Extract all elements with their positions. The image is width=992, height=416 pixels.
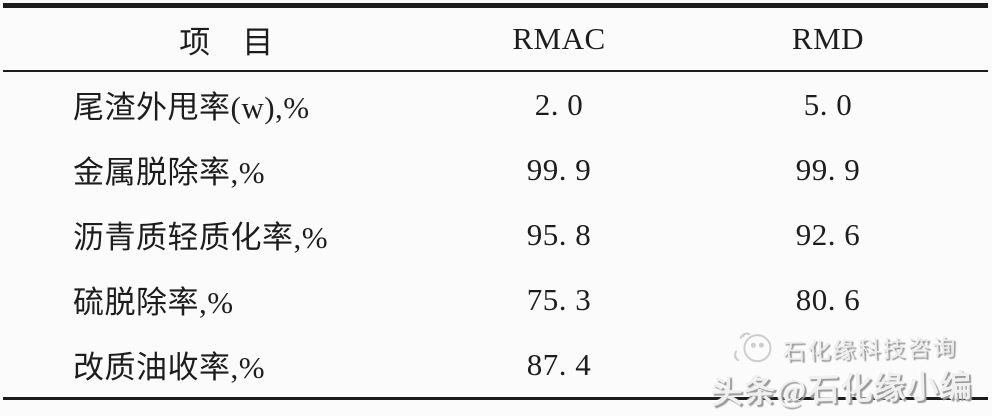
table-row: 沥青质轻质化率,% 95. 8 92. 6 bbox=[3, 202, 988, 267]
row-label: 改质油收率,% bbox=[73, 350, 266, 385]
rmd-value: 92. 6 bbox=[795, 216, 861, 252]
comparison-table: 项 目 RMAC RMD 尾渣外甩率(w),% 2. 0 5. 0 金属脱除率,… bbox=[3, 3, 988, 400]
rmd-value: 5. 0 bbox=[803, 86, 853, 122]
column-header-item: 项 目 bbox=[179, 24, 274, 60]
row-label: 金属脱除率,% bbox=[73, 155, 266, 190]
column-header-rmd: RMD bbox=[791, 21, 865, 56]
column-header-rmac: RMAC bbox=[512, 21, 606, 56]
rmac-value: 99. 9 bbox=[526, 151, 592, 187]
rmac-value: 87. 4 bbox=[526, 346, 592, 382]
row-label: 尾渣外甩率(w),% bbox=[73, 90, 310, 125]
table-header-row: 项 目 RMAC RMD bbox=[3, 8, 988, 72]
row-label: 沥青质轻质化率,% bbox=[73, 220, 329, 255]
rmac-value: 75. 3 bbox=[526, 281, 592, 317]
table-row: 硫脱除率,% 75. 3 80. 6 bbox=[3, 267, 988, 332]
rmac-value: 95. 8 bbox=[526, 216, 592, 252]
table-row: 尾渣外甩率(w),% 2. 0 5. 0 bbox=[3, 72, 988, 137]
rmd-value: 80. 6 bbox=[795, 281, 861, 317]
row-label: 硫脱除率,% bbox=[73, 285, 234, 320]
rmd-value: 99. 9 bbox=[795, 151, 861, 187]
table-row: 金属脱除率,% 99. 9 99. 9 bbox=[3, 137, 988, 202]
table-row: 改质油收率,% 87. 4 bbox=[3, 332, 988, 397]
rmac-value: 2. 0 bbox=[534, 86, 584, 122]
